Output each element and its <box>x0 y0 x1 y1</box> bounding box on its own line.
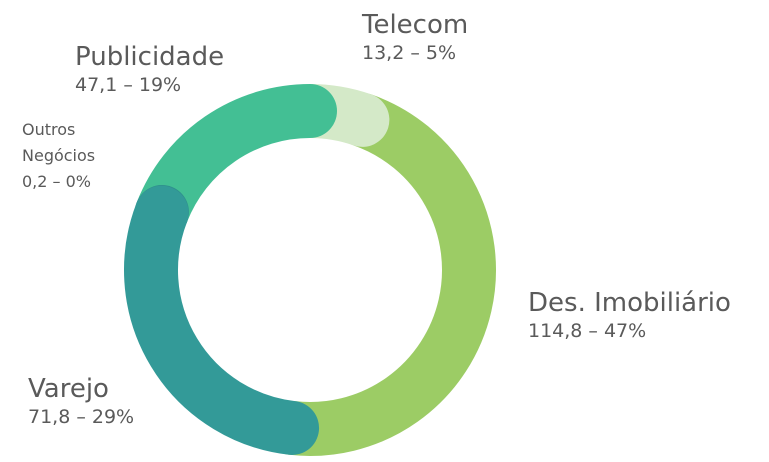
segment-label: Telecom 13,2 – 5% <box>362 10 468 66</box>
segment-label: Varejo 71,8 – 29% <box>28 374 134 430</box>
category-name: Publicidade <box>75 42 225 72</box>
category-name: Telecom <box>362 10 469 40</box>
donut-segment <box>124 185 320 455</box>
donut-segment <box>265 92 496 456</box>
value-label: 0,2 – 0% <box>22 172 91 191</box>
value-label: 47,1 – 19% <box>75 74 182 96</box>
segment-label: Outros Negócios 0,2 – 0% <box>22 117 132 195</box>
value-label: 71,8 – 29% <box>28 406 135 428</box>
category-name: Varejo <box>28 374 109 404</box>
category-name: Des. Imobiliário <box>528 288 731 318</box>
value-label: 114,8 – 47% <box>528 320 647 342</box>
category-name: Outros Negócios <box>22 120 96 165</box>
segment-label: Des. Imobiliário 114,8 – 47% <box>528 288 731 344</box>
segment-label: Publicidade 47,1 – 19% <box>75 42 224 98</box>
value-label: 13,2 – 5% <box>362 42 457 64</box>
